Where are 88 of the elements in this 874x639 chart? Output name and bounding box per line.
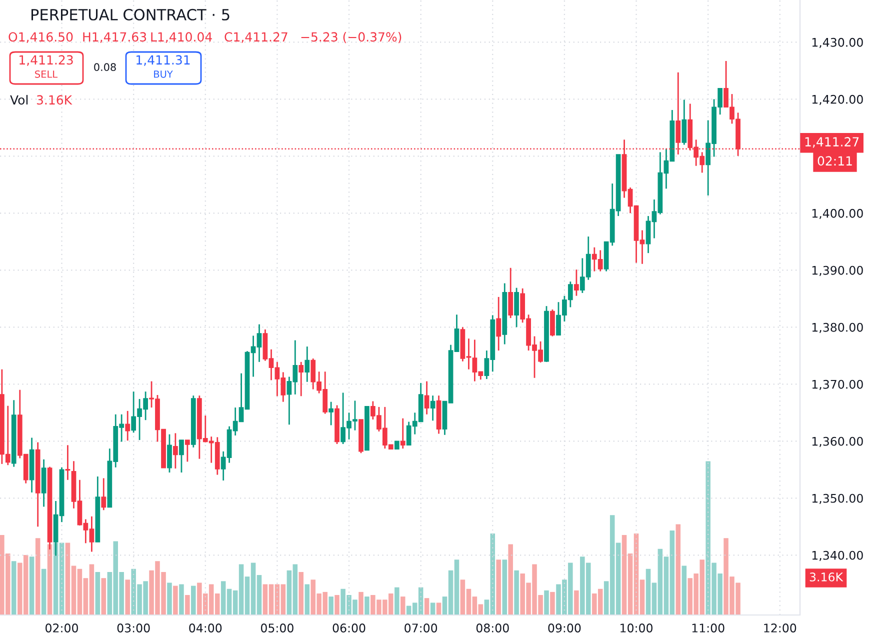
annotation: 1,411.31 (136, 55, 190, 66)
x-tick-label: 12:00 (764, 624, 796, 632)
candlestick (400, 418, 406, 450)
y-tick-label: 1,400.00 (812, 208, 863, 220)
candlestick (424, 380, 430, 416)
bar (436, 602, 442, 615)
bar (29, 556, 34, 615)
candlestick (508, 267, 514, 319)
x-tick-label: 09:00 (548, 624, 581, 632)
bar (574, 590, 579, 615)
candlestick (574, 268, 579, 297)
y-tick-label: 1,370.00 (812, 380, 863, 390)
text: 3.16K (810, 572, 844, 582)
candlestick (125, 410, 130, 442)
x-tick-label: 04:00 (189, 624, 222, 632)
bar (41, 568, 46, 615)
bar (550, 592, 555, 615)
y-tick-label: 1,380.00 (812, 322, 863, 334)
bar (430, 602, 436, 615)
x-tick-label: 11:00 (692, 624, 724, 632)
bar (676, 524, 681, 615)
x-tick-label: 07:00 (404, 624, 438, 632)
x-tick-label: 05:00 (260, 624, 294, 632)
bar (125, 580, 130, 615)
annotation: L1,410.04 (151, 32, 212, 43)
bar (364, 596, 370, 615)
bar (502, 560, 508, 615)
candlestick (514, 287, 519, 328)
annotation: H1,417.63 (83, 32, 146, 43)
bar (167, 582, 172, 615)
bar (173, 586, 178, 615)
bar (394, 587, 400, 615)
annotation: Vol (10, 94, 28, 105)
bar (191, 586, 196, 615)
y-tick-label: 1,360.00 (812, 436, 863, 448)
y-tick-label: 1,340.00 (812, 550, 863, 562)
candlestick (184, 439, 190, 462)
candlestick (298, 361, 304, 397)
candlestick (167, 434, 172, 474)
y-tick-label: 1,420.00 (812, 94, 863, 106)
bar (496, 560, 501, 615)
candlestick (304, 346, 310, 383)
candlestick (101, 478, 106, 511)
bar (544, 590, 549, 615)
chart-title: PERPETUAL CONTRACT · 5 (32, 8, 230, 20)
annotation: SELL (35, 70, 58, 78)
y-tick-label: 1,350.00 (812, 494, 863, 504)
bar (328, 596, 334, 615)
bar (358, 592, 364, 615)
candlestick (682, 99, 687, 146)
bar (35, 538, 40, 615)
bar (179, 584, 184, 615)
annotation: −5.23 (−0.37%) (301, 32, 402, 44)
x-tick-label: 08:00 (476, 624, 509, 632)
bar (47, 544, 52, 615)
bar (334, 595, 340, 615)
candlestick (179, 439, 184, 474)
bar (508, 544, 513, 615)
bar (400, 596, 406, 615)
candlestick (65, 444, 70, 481)
bar (185, 595, 190, 615)
text: 02:11 (818, 156, 852, 166)
bar (304, 584, 310, 615)
y-tick-label: 1,430.00 (812, 38, 863, 48)
x-tick-label: 10:00 (620, 624, 652, 632)
ref-line-label: 1,411.27 (805, 137, 859, 148)
bar (682, 566, 687, 615)
bar (101, 578, 106, 615)
annotation: O1,416.50 (8, 32, 73, 43)
candlestick (328, 401, 334, 426)
bar (424, 598, 430, 615)
annotation: 1,411.23 (20, 55, 73, 66)
bar (514, 570, 519, 615)
candlestick (550, 308, 555, 337)
annotation: C1,411.27 (224, 32, 288, 43)
candlestick (173, 432, 178, 470)
candlestick (430, 394, 436, 422)
annotation: 3.16K (36, 95, 72, 105)
bar (11, 561, 16, 615)
candlestick (496, 296, 502, 352)
x-tick-label: 03:00 (117, 624, 150, 632)
x-tick-label: 06:00 (332, 624, 366, 632)
bar (298, 572, 304, 615)
bar (95, 572, 100, 615)
annotation: 0.08 (94, 63, 116, 72)
annotation: BUY (154, 70, 173, 78)
y-tick-label: 1,390.00 (812, 266, 863, 276)
x-tick-label: 02:00 (46, 624, 78, 632)
